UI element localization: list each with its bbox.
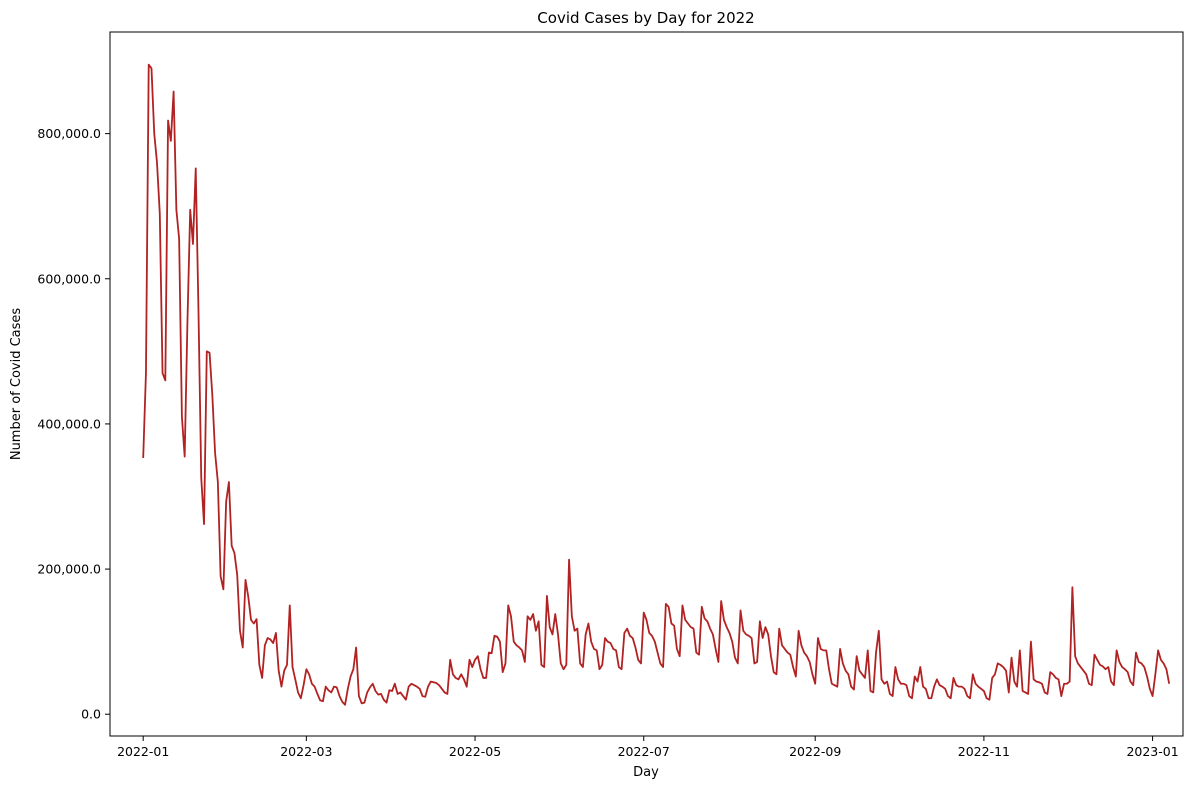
y-tick-label: 400,000.0 [37,416,101,431]
x-tick-label: 2022-07 [618,744,670,759]
y-tick-label: 200,000.0 [37,562,101,577]
x-tick-label: 2022-05 [449,744,501,759]
x-tick-label: 2023-01 [1126,744,1178,759]
x-tick-label: 2022-09 [789,744,841,759]
x-tick-label: 2022-03 [280,744,332,759]
x-axis-ticks: 2022-01 2022-03 2022-05 2022-07 2022-09 2022-… [117,736,1179,759]
y-tick-label: 0.0 [81,707,101,722]
series-layer [142,63,1171,706]
y-tick-label: 600,000.0 [37,271,101,286]
x-tick-label: 2022-11 [958,744,1010,759]
y-axis-ticks: 0.0 200,000.0 400,000.0 600,000.0 800,000.0 [37,126,110,722]
chart-title: Covid Cases by Day for 2022 [537,9,754,27]
plot-area [109,31,1184,737]
series-line [142,63,1171,706]
y-axis-title: Number of Covid Cases [9,308,24,461]
x-axis-title: Day [633,765,659,780]
y-tick-label: 800,000.0 [37,126,101,141]
x-tick-label: 2022-01 [117,744,169,759]
